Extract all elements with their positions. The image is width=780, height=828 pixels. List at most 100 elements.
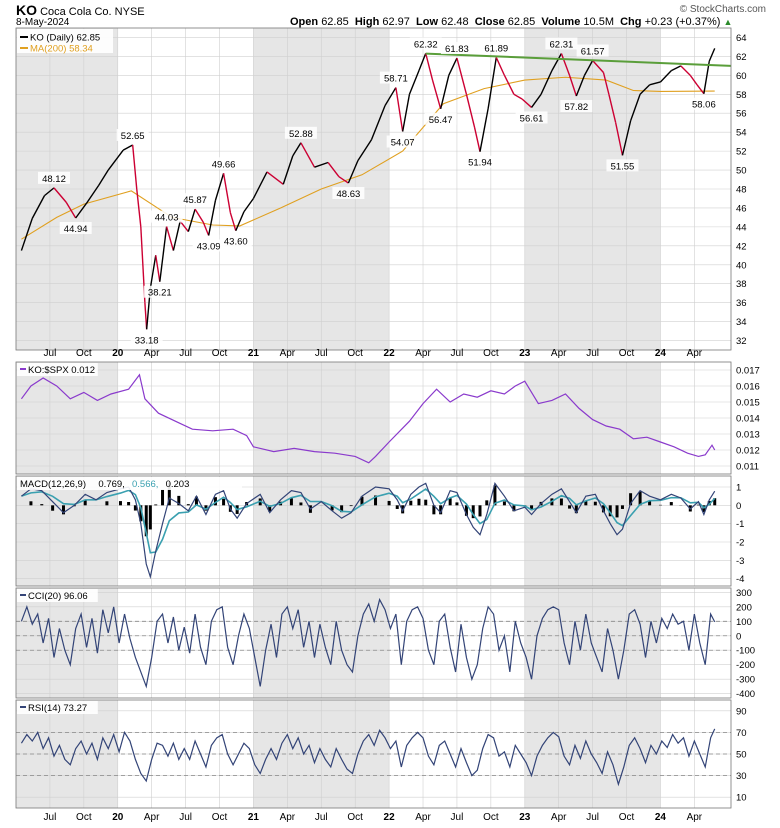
- year-band-3-0: [16, 588, 118, 698]
- price-segment: [608, 94, 617, 123]
- y-tick-label: 70: [736, 728, 747, 739]
- price-annotation: 45.87: [183, 195, 207, 206]
- y-tick-label: 1: [736, 483, 741, 494]
- price-annotation-bg: [440, 42, 473, 55]
- x-tick-label: Jul: [44, 348, 57, 359]
- price-segment: [266, 171, 284, 185]
- x-tick-label: Jul: [315, 348, 328, 359]
- price-segment: [592, 60, 604, 73]
- x-tick-label: Jul: [451, 812, 464, 823]
- brand: © StockCharts.com: [679, 4, 766, 15]
- price-segment: [155, 255, 161, 282]
- price-segment: [282, 155, 294, 185]
- y-tick-label: 64: [736, 33, 747, 44]
- price-segment: [222, 173, 232, 213]
- price-segment: [292, 142, 302, 157]
- price-annotation: 56.47: [429, 115, 453, 126]
- panel-border: [15, 27, 732, 351]
- price-segment: [194, 208, 204, 223]
- y-tick-label: 300: [736, 588, 752, 599]
- price-annotation: 57.82: [564, 102, 588, 113]
- high-value: 62.97: [382, 16, 410, 28]
- y-tick-label: 50: [736, 750, 747, 761]
- price-annotation: 44.03: [155, 213, 179, 224]
- price-segment: [530, 93, 542, 108]
- x-tick-label: Jul: [315, 812, 328, 823]
- y-tick-label: 40: [736, 260, 747, 271]
- x-tick-label: Apr: [551, 348, 567, 359]
- legend-box: [17, 363, 98, 376]
- price-segment: [85, 184, 100, 204]
- x-tick-label: Oct: [619, 348, 635, 359]
- quote-line: Open 62.85 High 62.97 Low 62.48 Close 62…: [290, 16, 733, 28]
- price-segment: [384, 87, 397, 107]
- price-segment: [31, 195, 46, 219]
- y-tick-label: 0: [736, 631, 741, 642]
- price-segment: [75, 202, 88, 219]
- low-value: 62.48: [441, 16, 469, 28]
- price-annotation: 58.71: [384, 74, 408, 85]
- price-segment: [473, 127, 481, 152]
- y-tick-label: 0.013: [736, 430, 760, 441]
- price-annotation-bg: [284, 126, 317, 139]
- x-tick-label: 21: [248, 812, 260, 823]
- price-segment: [439, 75, 450, 109]
- price-annotation-bg: [59, 221, 92, 234]
- price-segment: [479, 108, 489, 152]
- price-annotation-bg: [424, 112, 457, 125]
- y-tick-label: -100: [736, 646, 755, 657]
- price-segment: [149, 255, 157, 289]
- price-annotation-bg: [545, 37, 578, 50]
- x-tick-label: Apr: [687, 348, 703, 359]
- y-tick-label: -3: [736, 556, 744, 567]
- y-tick-label: 36: [736, 298, 747, 309]
- price-segment: [465, 94, 476, 128]
- indicator-line: [20, 597, 716, 689]
- panel-1: 0.011 0.012 0.013 0.014 0.015 0.016 0.017 KO:$S…: [16, 363, 760, 473]
- price-segment: [370, 105, 386, 141]
- y-tick-label: -300: [736, 675, 755, 686]
- price-annotation: 54.07: [391, 138, 415, 149]
- price-segment: [448, 57, 458, 76]
- legend-box: [17, 29, 113, 53]
- price-segment: [551, 53, 563, 71]
- exchange: NYSE: [114, 6, 145, 18]
- price-segment: [300, 142, 316, 168]
- panel-border: [15, 587, 732, 699]
- price-segment: [602, 72, 610, 95]
- price-annotation-bg: [480, 41, 513, 54]
- legend-entry: 0.566,: [132, 479, 158, 490]
- panel-4: 10 30 50 70 90 RSI(14) 73.27: [16, 701, 747, 804]
- volume-value: 10.5M: [583, 16, 614, 28]
- legend-entry: CCI(20) 96.06: [28, 591, 88, 602]
- indicator-line: [20, 373, 716, 464]
- legend-entry: KO:$SPX 0.012: [28, 365, 95, 376]
- legend-box: [17, 589, 98, 602]
- price-segment: [560, 53, 571, 76]
- price-annotation-bg: [192, 239, 225, 252]
- price-annotation-bg: [332, 187, 365, 200]
- price-annotation-bg: [379, 71, 412, 84]
- y-tick-label: 0.014: [736, 414, 760, 425]
- price-annotation: 56.61: [520, 113, 544, 124]
- price-annotation: 43.60: [224, 237, 248, 248]
- price-annotation: 61.57: [581, 46, 605, 57]
- y-tick-label: 46: [736, 203, 747, 214]
- x-tick-label: Jul: [44, 812, 57, 823]
- y-tick-label: 58: [736, 90, 747, 101]
- y-tick-label: 56: [736, 109, 747, 120]
- x-tick-label: Apr: [415, 348, 431, 359]
- x-tick-label: Apr: [144, 348, 160, 359]
- price-annotation-bg: [116, 128, 149, 141]
- price-segment: [347, 160, 359, 184]
- price-annotation-bg: [464, 155, 497, 168]
- price-segment: [431, 79, 442, 109]
- legend-box: [17, 477, 242, 490]
- y-tick-label: 34: [736, 317, 747, 328]
- price-segment: [503, 75, 515, 95]
- price-segment: [456, 57, 468, 95]
- price-segment: [243, 198, 254, 213]
- price-annotation-bg: [143, 285, 176, 298]
- price-annotation: 52.88: [289, 129, 313, 140]
